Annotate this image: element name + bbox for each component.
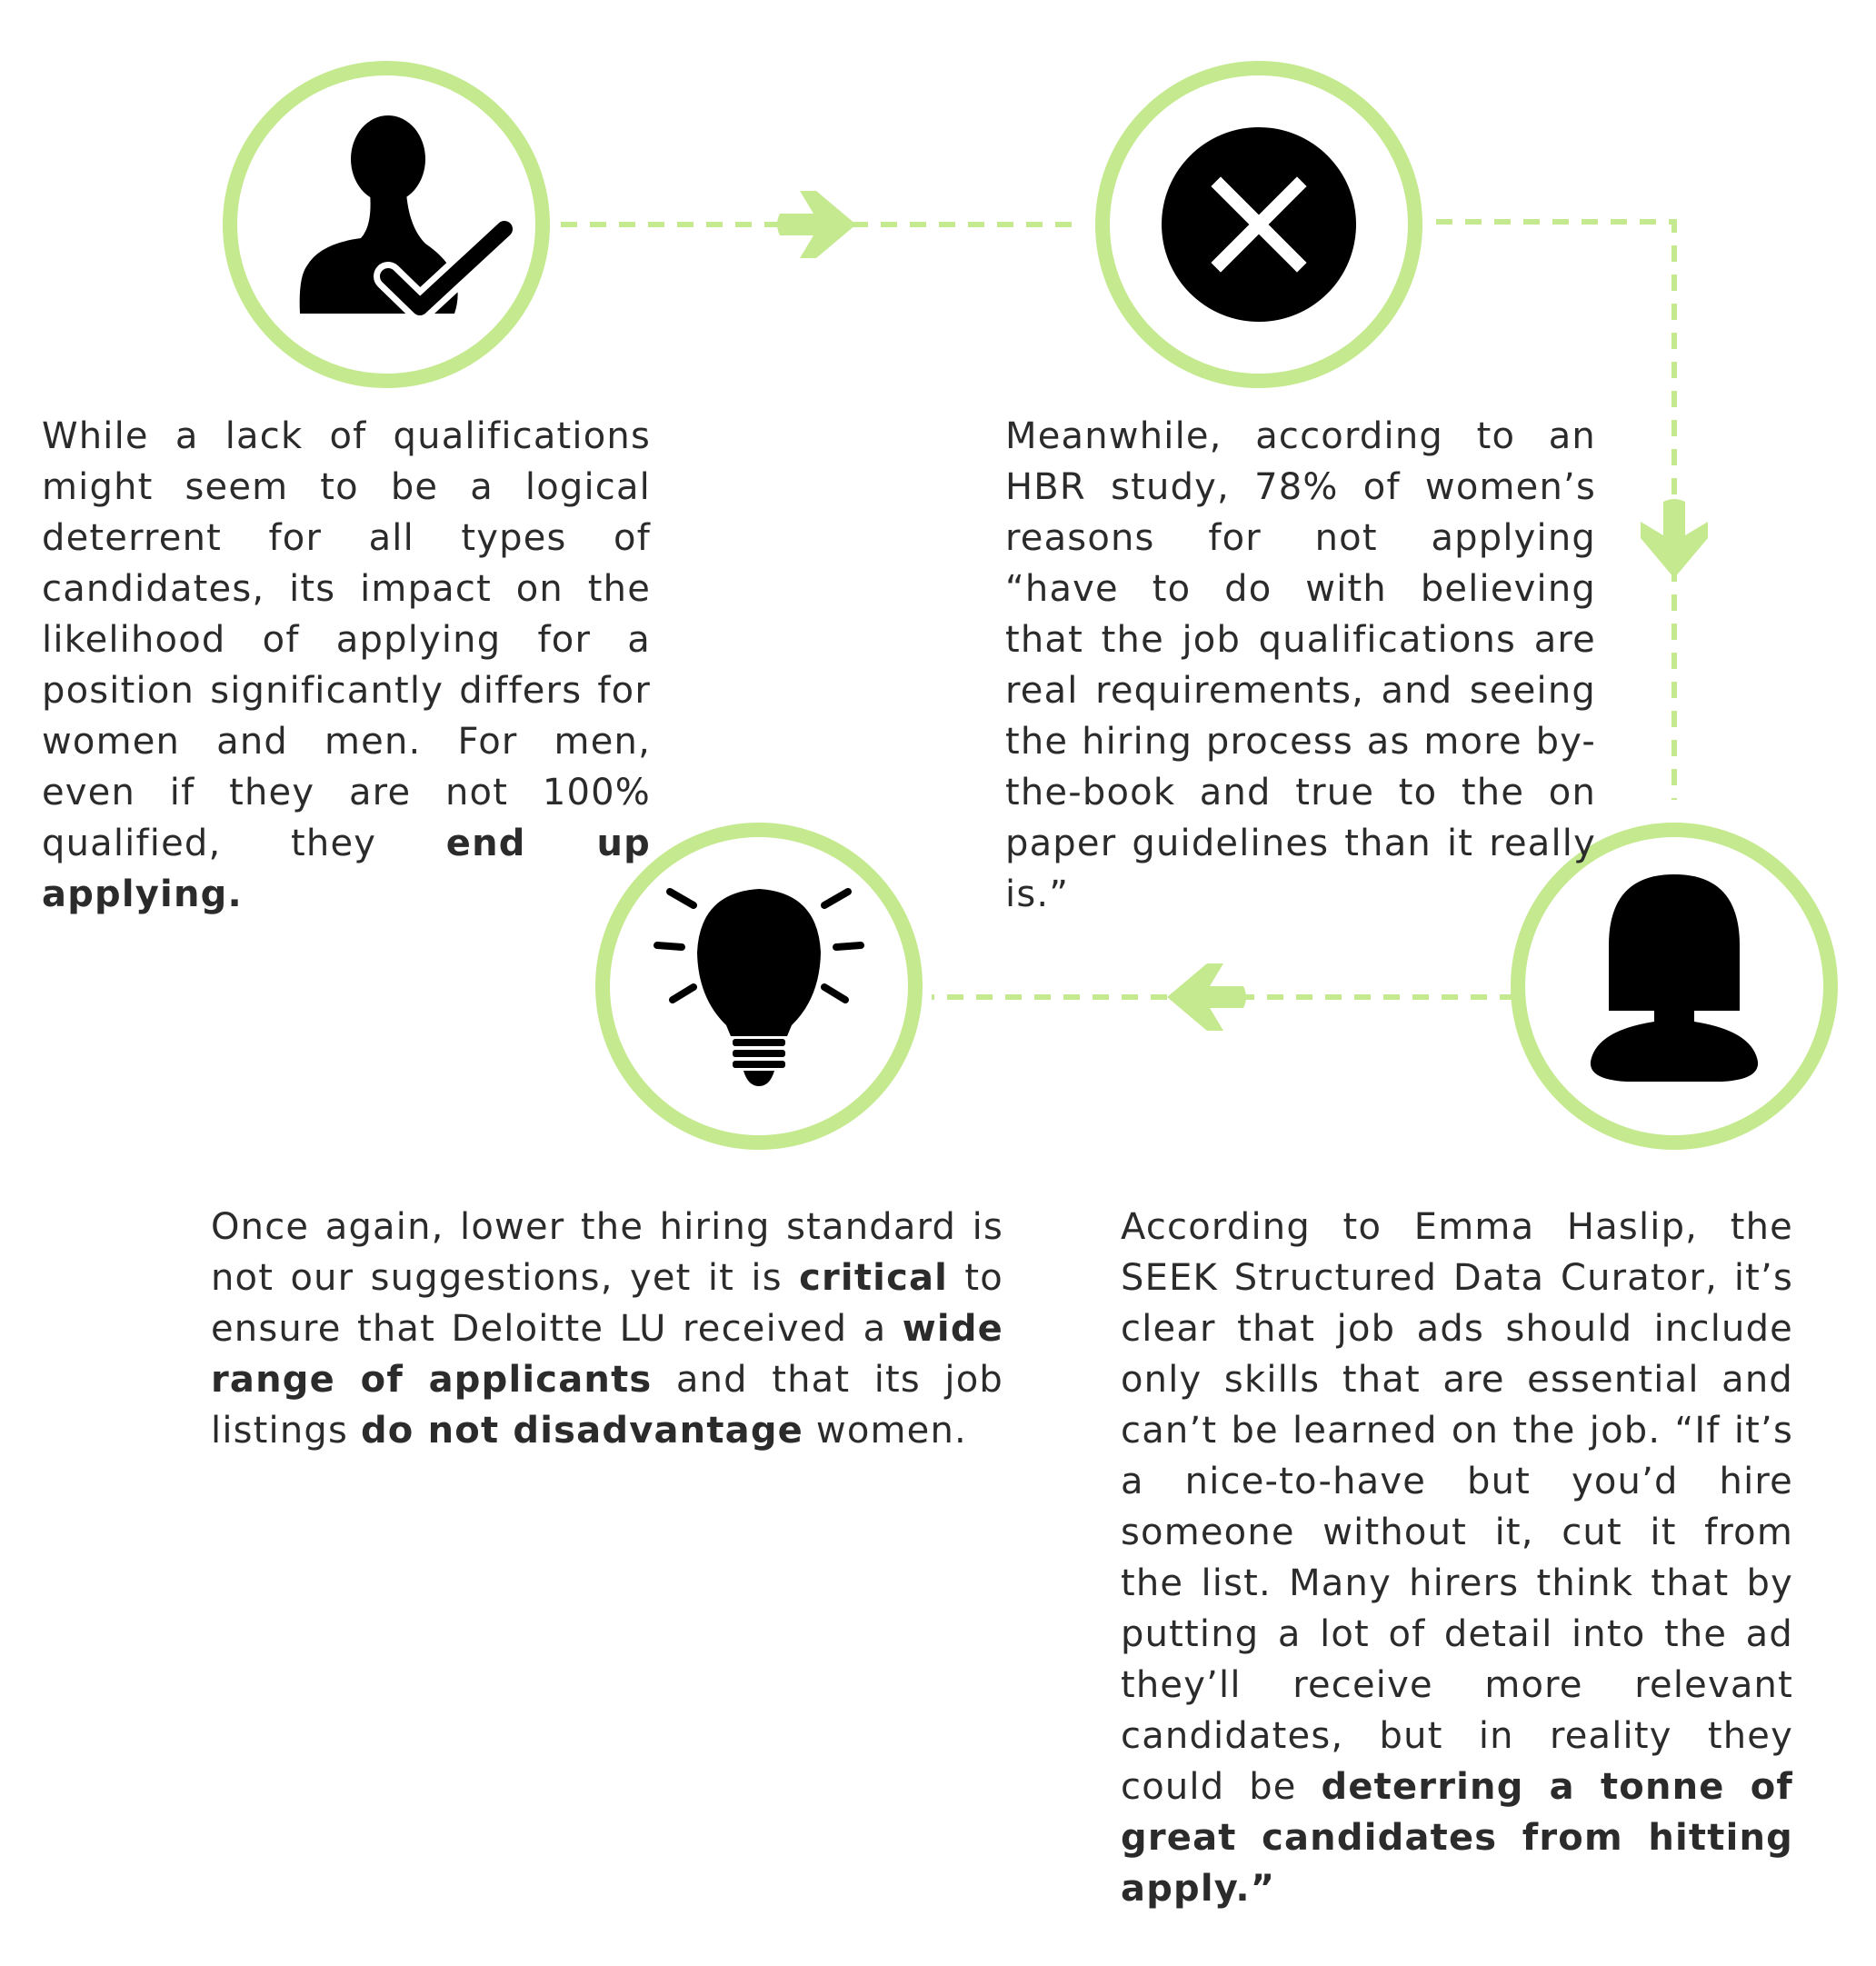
text-segment: While a lack of qualifications might see… (42, 415, 651, 864)
node-woman (1511, 823, 1838, 1150)
arrow-down-icon (1641, 499, 1708, 578)
text-segment: to ensure that Deloitte LU received a (211, 1257, 1003, 1350)
paragraph-emma-haslip-quote: According to Emma Haslip, the SEEK Struc… (1121, 1202, 1793, 1914)
connector-1-to-2 (561, 191, 1082, 258)
close-circle-icon (1162, 127, 1356, 322)
bold-text: wide range of applicants (211, 1308, 1003, 1401)
text-segment: Meanwhile, according to an HBR study, 78… (1005, 415, 1596, 915)
paragraph-hiring-standard: Once again, lower the hiring standard is… (211, 1202, 1003, 1456)
arrow-left-icon (1167, 963, 1246, 1031)
text-segment: According to Emma Haslip, the SEEK Struc… (1121, 1206, 1793, 1808)
lightbulb-icon (654, 888, 864, 1086)
node-idea (595, 823, 923, 1150)
bold-text: end up applying. (42, 823, 651, 915)
node-rejection (1095, 61, 1422, 388)
woman-icon (1590, 874, 1759, 1082)
text-segment: and that its job listings (211, 1359, 1004, 1452)
text-segment: women. (803, 1410, 967, 1452)
arrow-right-icon (777, 191, 856, 258)
node-qualified-man (223, 61, 550, 388)
text-segment: Once again, lower the hiring standard is… (211, 1206, 1003, 1299)
paragraph-hbr-study: Meanwhile, according to an HBR study, 78… (1005, 411, 1596, 920)
bold-text: critical (799, 1257, 949, 1299)
bold-text: deterring a tonne of great candidates fr… (1121, 1766, 1793, 1910)
paragraph-men-applying: While a lack of qualifications might see… (42, 411, 651, 920)
connector-3-to-4 (932, 963, 1516, 1031)
user-check-icon (299, 115, 519, 322)
bold-text: do not disadvantage (360, 1410, 804, 1452)
connector-2-to-3 (1436, 219, 1708, 800)
